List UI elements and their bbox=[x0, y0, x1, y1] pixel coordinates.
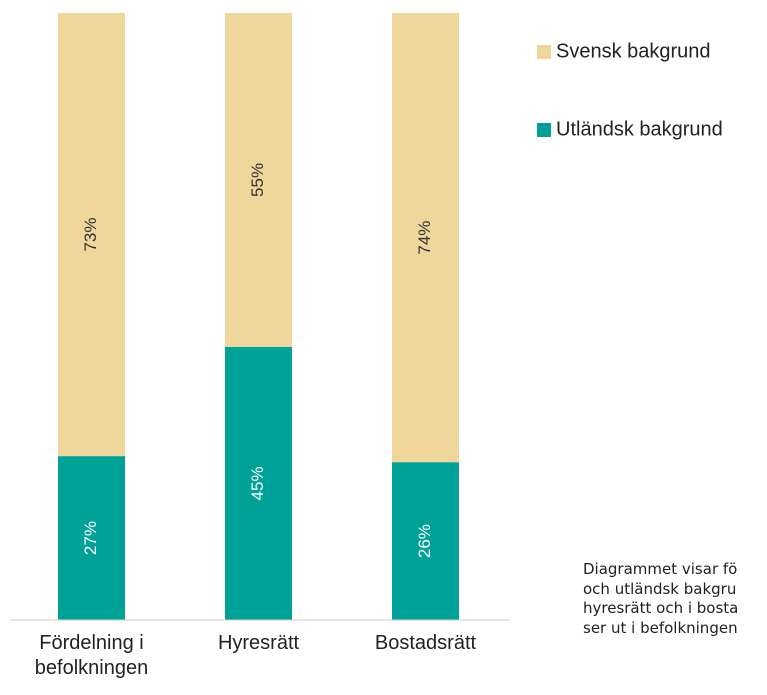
x-tick-label: Fördelning i befolkningen bbox=[34, 632, 149, 679]
legend-swatch bbox=[537, 123, 551, 137]
legend-swatch bbox=[537, 45, 551, 59]
value-label: 27% bbox=[81, 521, 100, 555]
bar-segment bbox=[225, 13, 292, 347]
bar-segment bbox=[58, 13, 125, 457]
annotation: och utländsk bakgru bbox=[583, 579, 737, 598]
bar-segment bbox=[392, 462, 459, 620]
value-label: 26% bbox=[415, 524, 434, 558]
x-tick-label: Bostadsrätt bbox=[374, 632, 477, 654]
annotation: ser ut i befolkningen bbox=[583, 618, 738, 637]
bar-segment bbox=[225, 346, 292, 620]
value-label: 74% bbox=[415, 221, 434, 255]
bar-segment bbox=[392, 13, 459, 463]
annotation: hyresrätt och i bosta bbox=[583, 599, 739, 617]
legend-label: Utländsk bakgrund bbox=[556, 118, 723, 140]
value-label: 45% bbox=[248, 466, 267, 500]
bar-segment bbox=[58, 456, 125, 620]
annotation: Diagrammet visar fö bbox=[583, 560, 738, 578]
value-label: 55% bbox=[248, 163, 267, 197]
value-label: 73% bbox=[81, 218, 100, 252]
legend-label: Svensk bakgrund bbox=[556, 40, 711, 62]
x-tick-label: Hyresrätt bbox=[217, 632, 300, 654]
